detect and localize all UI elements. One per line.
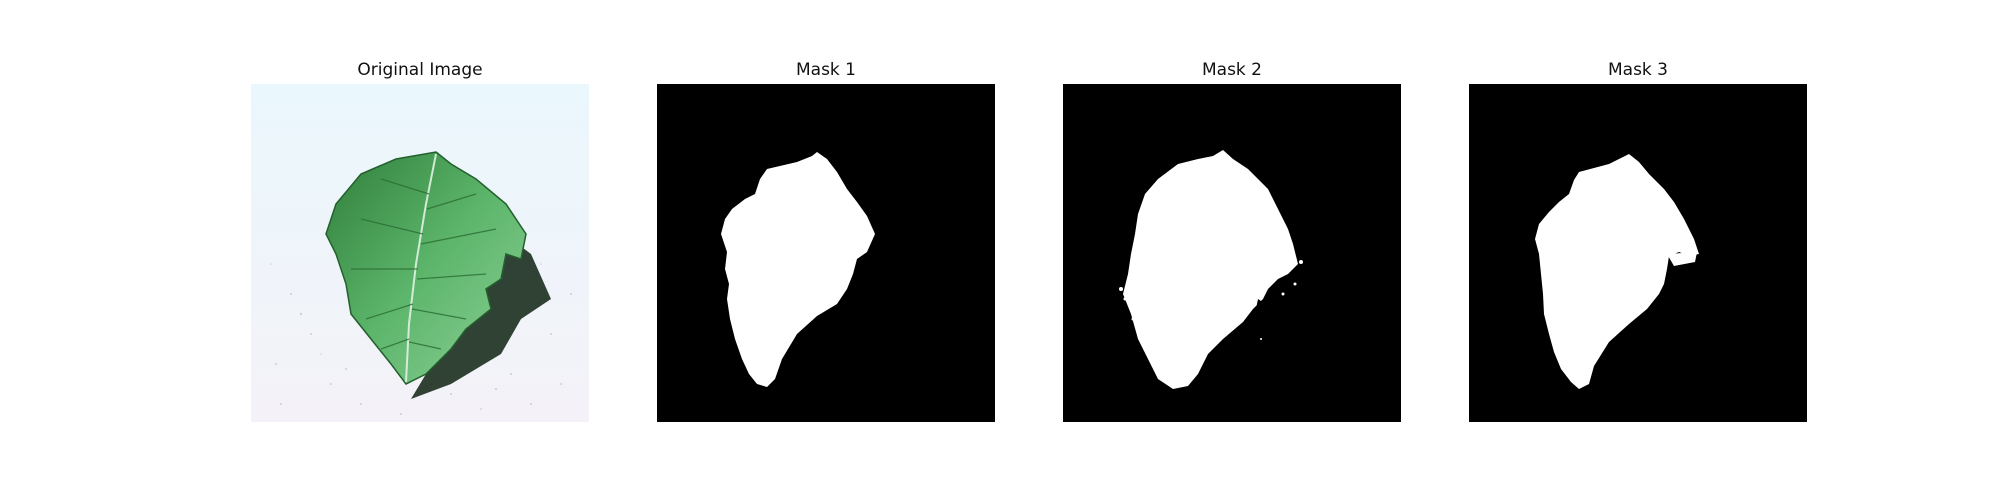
original-image-title: Original Image [357, 60, 483, 80]
original-leaf-photo [251, 84, 589, 422]
mask-1-panel: Mask 1 [657, 58, 995, 422]
mask-1-title: Mask 1 [795, 60, 856, 80]
mask-3-title: Mask 3 [1607, 60, 1668, 80]
original-image-panel: Original Image [251, 58, 589, 422]
mask-2-panel: Mask 2 [1063, 58, 1401, 422]
mask-2-title: Mask 2 [1201, 60, 1262, 80]
mask-2-image [1063, 84, 1401, 422]
mask-3-image [1469, 84, 1807, 422]
mask-3-panel: Mask 3 [1469, 58, 1807, 422]
mask-1-image [657, 84, 995, 422]
